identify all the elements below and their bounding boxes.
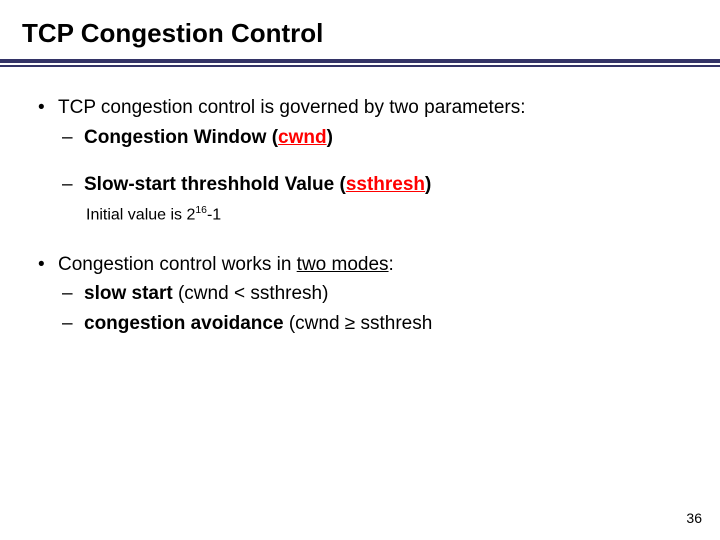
bullet-1: TCP congestion control is governed by tw… bbox=[36, 95, 688, 226]
bullet-1-sublist-2: Slow-start threshhold Value (ssthresh) I… bbox=[58, 172, 688, 226]
b2-pre: Congestion control works in bbox=[58, 254, 297, 275]
slide: TCP Congestion Control TCP congestion co… bbox=[0, 0, 720, 540]
b1s2-pre: Slow-start threshhold Value ( bbox=[84, 174, 346, 195]
b1s1-pre: Congestion Window ( bbox=[84, 127, 278, 148]
b1s2-note: Initial value is 216-1 bbox=[84, 204, 688, 226]
b2s2-b: congestion avoidance bbox=[84, 313, 284, 334]
b2s1-rest: (cwnd < ssthresh) bbox=[173, 283, 329, 304]
note-post: -1 bbox=[207, 206, 221, 223]
bullet-2-sub-1: slow start (cwnd < ssthresh) bbox=[58, 281, 688, 307]
spacer bbox=[58, 150, 688, 168]
bullet-2: Congestion control works in two modes: s… bbox=[36, 252, 688, 337]
slide-title: TCP Congestion Control bbox=[22, 18, 698, 49]
b2s2-rest: (cwnd ≥ ssthresh bbox=[284, 313, 433, 334]
bullet-2-sub-2: congestion avoidance (cwnd ≥ ssthresh bbox=[58, 311, 688, 337]
bullet-1-sub-2: Slow-start threshhold Value (ssthresh) I… bbox=[58, 172, 688, 226]
page-number: 36 bbox=[686, 510, 702, 526]
b1s1-key: cwnd bbox=[278, 127, 327, 148]
bullet-1-sub-1: Congestion Window (cwnd) bbox=[58, 125, 688, 151]
bullet-list: TCP congestion control is governed by tw… bbox=[36, 95, 688, 337]
title-rule-thick bbox=[0, 59, 720, 63]
b2-ul: two modes bbox=[297, 254, 389, 275]
b1s2-post: ) bbox=[425, 174, 431, 195]
b2-post: : bbox=[389, 254, 394, 275]
b2s1-b: slow start bbox=[84, 283, 173, 304]
bullet-1-sublist: Congestion Window (cwnd) bbox=[58, 125, 688, 151]
bullet-1-text: TCP congestion control is governed by tw… bbox=[58, 97, 526, 118]
b1s1-post: ) bbox=[327, 127, 333, 148]
note-sup: 16 bbox=[195, 205, 207, 216]
note-pre: Initial value is 2 bbox=[86, 206, 195, 223]
b1s2-key: ssthresh bbox=[346, 174, 425, 195]
bullet-2-sublist: slow start (cwnd < ssthresh) congestion … bbox=[58, 281, 688, 336]
slide-body: TCP congestion control is governed by tw… bbox=[22, 67, 698, 337]
